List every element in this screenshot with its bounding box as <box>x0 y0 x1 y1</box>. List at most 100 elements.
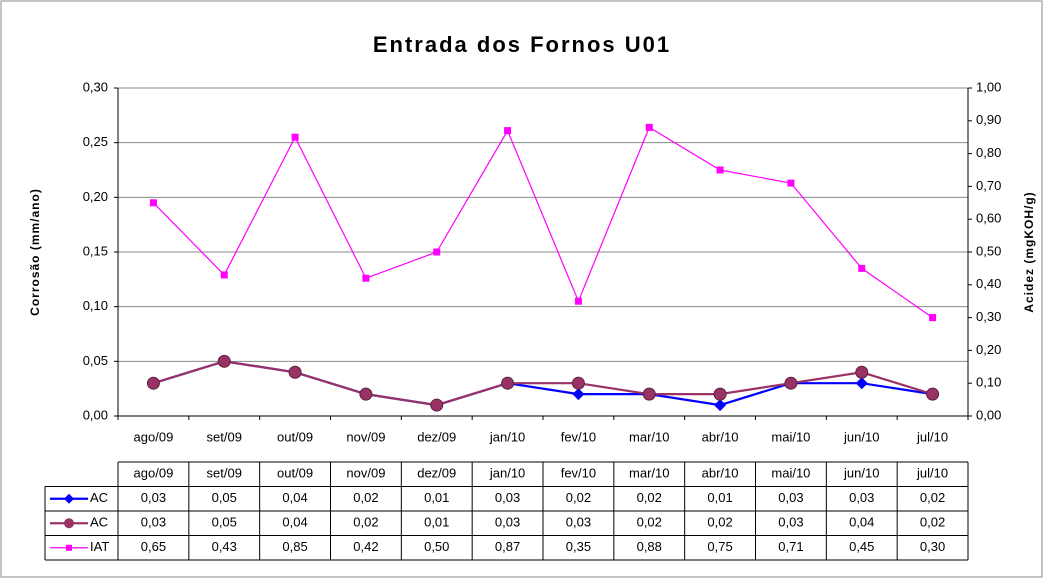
table-cell: 0,42 <box>353 539 378 554</box>
x-tick-label: abr/10 <box>702 429 739 444</box>
table-cell: 0,03 <box>778 490 803 505</box>
table-header: jul/10 <box>916 466 948 481</box>
table-cell: 0,04 <box>849 515 874 530</box>
marker <box>146 376 160 390</box>
marker <box>713 387 727 401</box>
y-tick-label: 0,05 <box>83 353 108 368</box>
legend-marker <box>64 518 74 529</box>
table-header: fev/10 <box>561 466 596 481</box>
table-cell: 0,03 <box>778 515 803 530</box>
y-axis-label: Corrosão (mm/ano) <box>28 188 42 316</box>
y2-axis-label: Acidez (mgKOH/g) <box>1022 191 1036 312</box>
x-tick-label: jan/10 <box>489 429 525 444</box>
table-cell: 0,03 <box>141 515 166 530</box>
marker <box>359 387 373 401</box>
y2-tick-label: 0,30 <box>976 309 1001 324</box>
x-tick-label: mar/10 <box>629 429 669 444</box>
chart-title: Entrada dos Fornos U01 <box>373 32 671 57</box>
y2-tick-label: 1,00 <box>976 79 1001 94</box>
table-header: mar/10 <box>629 466 669 481</box>
table-cell: 0,03 <box>495 515 520 530</box>
table-header: abr/10 <box>702 466 739 481</box>
table-cell: 0,65 <box>141 539 166 554</box>
x-tick-label: nov/09 <box>346 429 385 444</box>
table-cell: 0,02 <box>707 515 732 530</box>
table-cell: 0,01 <box>424 515 449 530</box>
legend-label: IAT <box>90 539 109 554</box>
legend-label: AC <box>90 490 108 505</box>
marker <box>645 123 653 131</box>
table-cell: 0,02 <box>353 490 378 505</box>
y2-tick-label: 0,40 <box>976 276 1001 291</box>
marker <box>784 376 798 390</box>
marker <box>855 365 869 379</box>
table-cell: 0,75 <box>707 539 732 554</box>
marker <box>504 127 512 135</box>
table-cell: 0,01 <box>424 490 449 505</box>
table-cell: 0,30 <box>920 539 945 554</box>
marker <box>291 133 299 141</box>
marker <box>501 376 515 390</box>
table-cell: 0,02 <box>566 490 591 505</box>
x-tick-label: jun/10 <box>843 429 879 444</box>
y2-tick-label: 0,10 <box>976 375 1001 390</box>
table-cell: 0,85 <box>282 539 307 554</box>
marker <box>926 387 940 401</box>
table-cell: 0,02 <box>637 515 662 530</box>
table-header: mai/10 <box>771 466 810 481</box>
y2-tick-label: 0,80 <box>976 145 1001 160</box>
marker <box>572 388 585 401</box>
table-header: jan/10 <box>489 466 525 481</box>
y2-tick-label: 0,70 <box>976 178 1001 193</box>
marker <box>220 271 228 279</box>
table-cell: 0,03 <box>495 490 520 505</box>
table-cell: 0,04 <box>282 515 307 530</box>
y2-tick-label: 0,90 <box>976 112 1001 127</box>
x-tick-label: jul/10 <box>916 429 948 444</box>
table-cell: 0,03 <box>849 490 874 505</box>
y-tick-label: 0,15 <box>83 243 108 258</box>
x-tick-label: set/09 <box>207 429 242 444</box>
table-header: set/09 <box>207 466 242 481</box>
table-cell: 0,02 <box>920 515 945 530</box>
table-header: dez/09 <box>417 466 456 481</box>
y2-tick-label: 0,50 <box>976 243 1001 258</box>
y-tick-label: 0,30 <box>83 79 108 94</box>
table-cell: 0,45 <box>849 539 874 554</box>
marker <box>787 179 795 187</box>
y2-tick-label: 0,00 <box>976 407 1001 422</box>
table-cell: 0,35 <box>566 539 591 554</box>
marker <box>149 199 157 207</box>
x-tick-label: mai/10 <box>771 429 810 444</box>
legend-label: AC <box>90 515 108 530</box>
marker <box>430 398 444 412</box>
table-header: jun/10 <box>843 466 879 481</box>
marker <box>288 365 302 379</box>
table-cell: 0,04 <box>282 490 307 505</box>
marker <box>571 376 585 390</box>
marker <box>574 297 582 305</box>
marker <box>433 248 441 256</box>
legend-marker <box>66 544 72 551</box>
table-cell: 0,02 <box>920 490 945 505</box>
marker <box>929 314 937 322</box>
y2-tick-label: 0,20 <box>976 342 1001 357</box>
table-cell: 0,88 <box>637 539 662 554</box>
x-tick-label: fev/10 <box>561 429 596 444</box>
series-line <box>153 360 933 407</box>
table-header: out/09 <box>277 466 313 481</box>
table-cell: 0,02 <box>353 515 378 530</box>
table-cell: 0,03 <box>141 490 166 505</box>
table-cell: 0,87 <box>495 539 520 554</box>
x-tick-label: out/09 <box>277 429 313 444</box>
y-tick-label: 0,00 <box>83 407 108 422</box>
table-cell: 0,43 <box>212 539 237 554</box>
table-header: ago/09 <box>134 466 174 481</box>
marker <box>362 274 370 282</box>
y-tick-label: 0,10 <box>83 298 108 313</box>
table-cell: 0,05 <box>212 490 237 505</box>
x-tick-label: dez/09 <box>417 429 456 444</box>
table-cell: 0,71 <box>778 539 803 554</box>
table-cell: 0,02 <box>637 490 662 505</box>
